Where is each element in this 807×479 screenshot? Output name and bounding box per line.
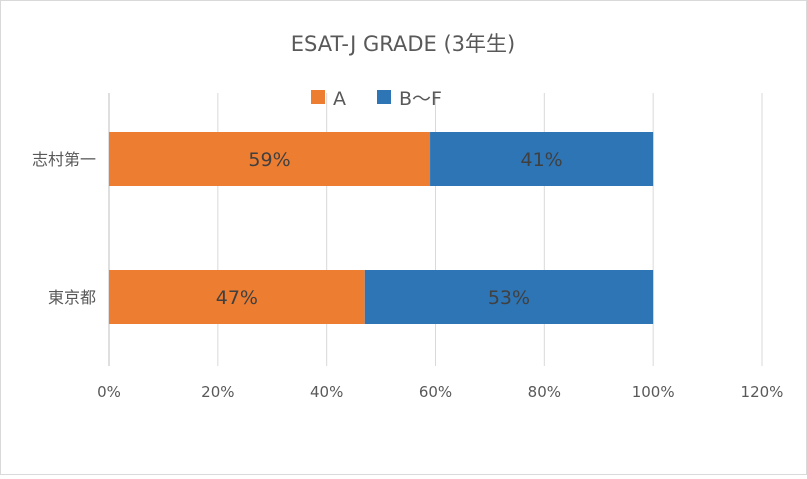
- x-tick-label: 40%: [310, 383, 343, 401]
- legend: A B〜F: [311, 88, 442, 110]
- category-label: 志村第一: [32, 150, 96, 169]
- chart-title: ESAT-J GRADE (3年生): [291, 32, 515, 56]
- data-label: 59%: [248, 149, 290, 171]
- x-tick-label: 100%: [632, 383, 675, 401]
- x-tick-label: 0%: [97, 383, 121, 401]
- x-axis-ticks: 0% 20% 40% 60% 80% 100% 120%: [97, 383, 783, 401]
- x-tick-label: 20%: [201, 383, 234, 401]
- data-label: 41%: [520, 149, 562, 171]
- category-label: 東京都: [48, 288, 96, 307]
- legend-swatch: [377, 90, 391, 104]
- data-label: 53%: [488, 287, 530, 309]
- x-tick-label: 120%: [741, 383, 784, 401]
- bar-segment: [109, 132, 431, 186]
- legend-label: A: [333, 88, 346, 110]
- bar-segment: [109, 270, 365, 324]
- legend-label: B〜F: [399, 88, 442, 110]
- legend-swatch: [311, 90, 325, 104]
- data-label: 47%: [216, 287, 258, 309]
- bars: 59% 41% 47% 53%: [109, 132, 654, 324]
- bar-segment: [364, 270, 654, 324]
- x-tick-label: 60%: [419, 383, 452, 401]
- x-tick-label: 80%: [528, 383, 561, 401]
- bar-segment: [430, 132, 654, 186]
